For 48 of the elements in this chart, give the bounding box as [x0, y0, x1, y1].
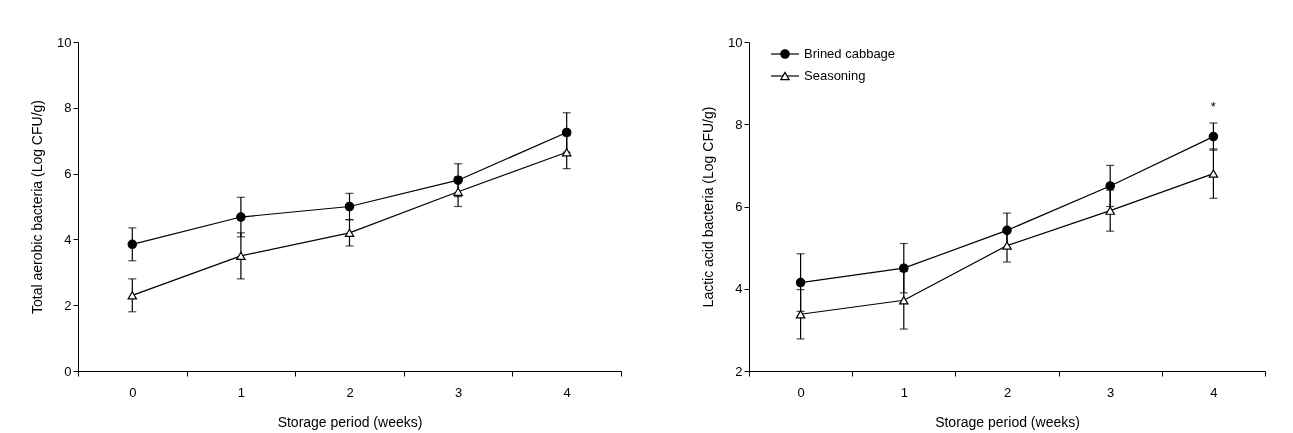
x-axis-title: Storage period (weeks) — [935, 413, 1080, 430]
x-tick-label: 0 — [797, 384, 805, 400]
point — [127, 291, 138, 300]
y-tick-label: 4 — [735, 281, 743, 297]
y-tick-label: 10 — [57, 34, 72, 50]
x-tick-label: 2 — [1003, 384, 1012, 400]
x-tick-label: 4 — [1210, 384, 1218, 400]
y-tick-label: 0 — [64, 363, 72, 379]
point — [344, 201, 355, 212]
point — [1105, 206, 1115, 215]
y-tick-label: 10 — [728, 34, 743, 50]
y-tick-label: 8 — [735, 116, 743, 132]
x-axis-title: Storage period (weeks) — [277, 413, 423, 430]
legend-label: Brined cabbage — [804, 46, 896, 61]
point — [127, 239, 138, 250]
x-tick-label: 1 — [237, 384, 246, 400]
point — [795, 310, 806, 319]
point — [899, 263, 909, 273]
point — [795, 277, 806, 288]
x-tick-label: 3 — [454, 384, 463, 400]
point — [1208, 169, 1219, 178]
y-tick-label: 6 — [64, 166, 72, 182]
y-tick-label: 6 — [735, 199, 743, 214]
y-axis-title: Total aerobic bacteria (Log CFU/g) — [29, 100, 46, 314]
point — [344, 228, 355, 238]
point — [1105, 181, 1115, 191]
point — [236, 212, 246, 222]
annotation: * — [1210, 99, 1216, 115]
point — [899, 296, 909, 305]
x-tick-label: 1 — [900, 384, 908, 400]
point — [1002, 225, 1012, 236]
y-tick-label: 2 — [64, 297, 72, 313]
point — [1208, 131, 1219, 142]
y-axis-title: Lactic acid bacteria (Log CFU/g) — [700, 106, 717, 308]
x-tick-label: 2 — [346, 384, 354, 400]
point — [453, 175, 463, 185]
y-tick-label: 8 — [64, 100, 72, 116]
legend-label: Seasoning — [804, 68, 866, 83]
x-tick-label: 3 — [1107, 384, 1115, 400]
y-tick-label: 2 — [735, 363, 743, 379]
y-tick-label: 4 — [64, 231, 72, 247]
x-tick-label: 4 — [563, 384, 571, 400]
x-tick-label: 0 — [129, 384, 137, 400]
point — [561, 127, 572, 138]
point — [1002, 241, 1012, 250]
point — [561, 147, 572, 157]
point — [453, 187, 463, 196]
point — [236, 251, 246, 261]
